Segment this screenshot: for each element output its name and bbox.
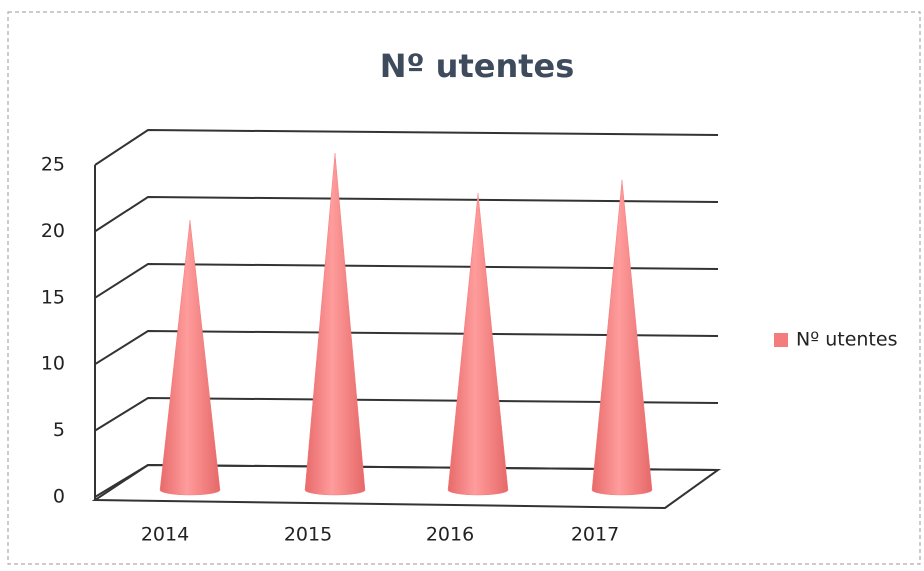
grid-line: [94, 396, 719, 432]
x-tick-label: 2015: [284, 524, 332, 546]
legend-swatch: [774, 333, 788, 347]
grid-line: [94, 262, 719, 299]
x-tick-label: 2016: [426, 524, 474, 546]
y-tick-label: 10: [41, 353, 65, 375]
grid-line: [94, 463, 719, 498]
frame: [7, 11, 921, 565]
cone: [159, 219, 221, 496]
y-tick-label: 5: [53, 419, 65, 441]
x-tick-label: 2017: [571, 524, 619, 546]
legend-label: Nº utentes: [796, 329, 897, 351]
chart-title: Nº utentes: [380, 47, 575, 85]
grid-line: [94, 128, 719, 166]
grid-line: [94, 329, 719, 366]
cone: [591, 179, 653, 496]
y-tick-label: 15: [41, 286, 65, 308]
y-tick-label: 20: [41, 220, 65, 242]
cone: [304, 152, 366, 496]
y-tick-label: 0: [53, 486, 65, 508]
y-tick-label: 25: [41, 154, 65, 176]
cone: [447, 193, 509, 496]
x-tick-label: 2014: [141, 524, 189, 546]
grid-line: [94, 195, 719, 233]
